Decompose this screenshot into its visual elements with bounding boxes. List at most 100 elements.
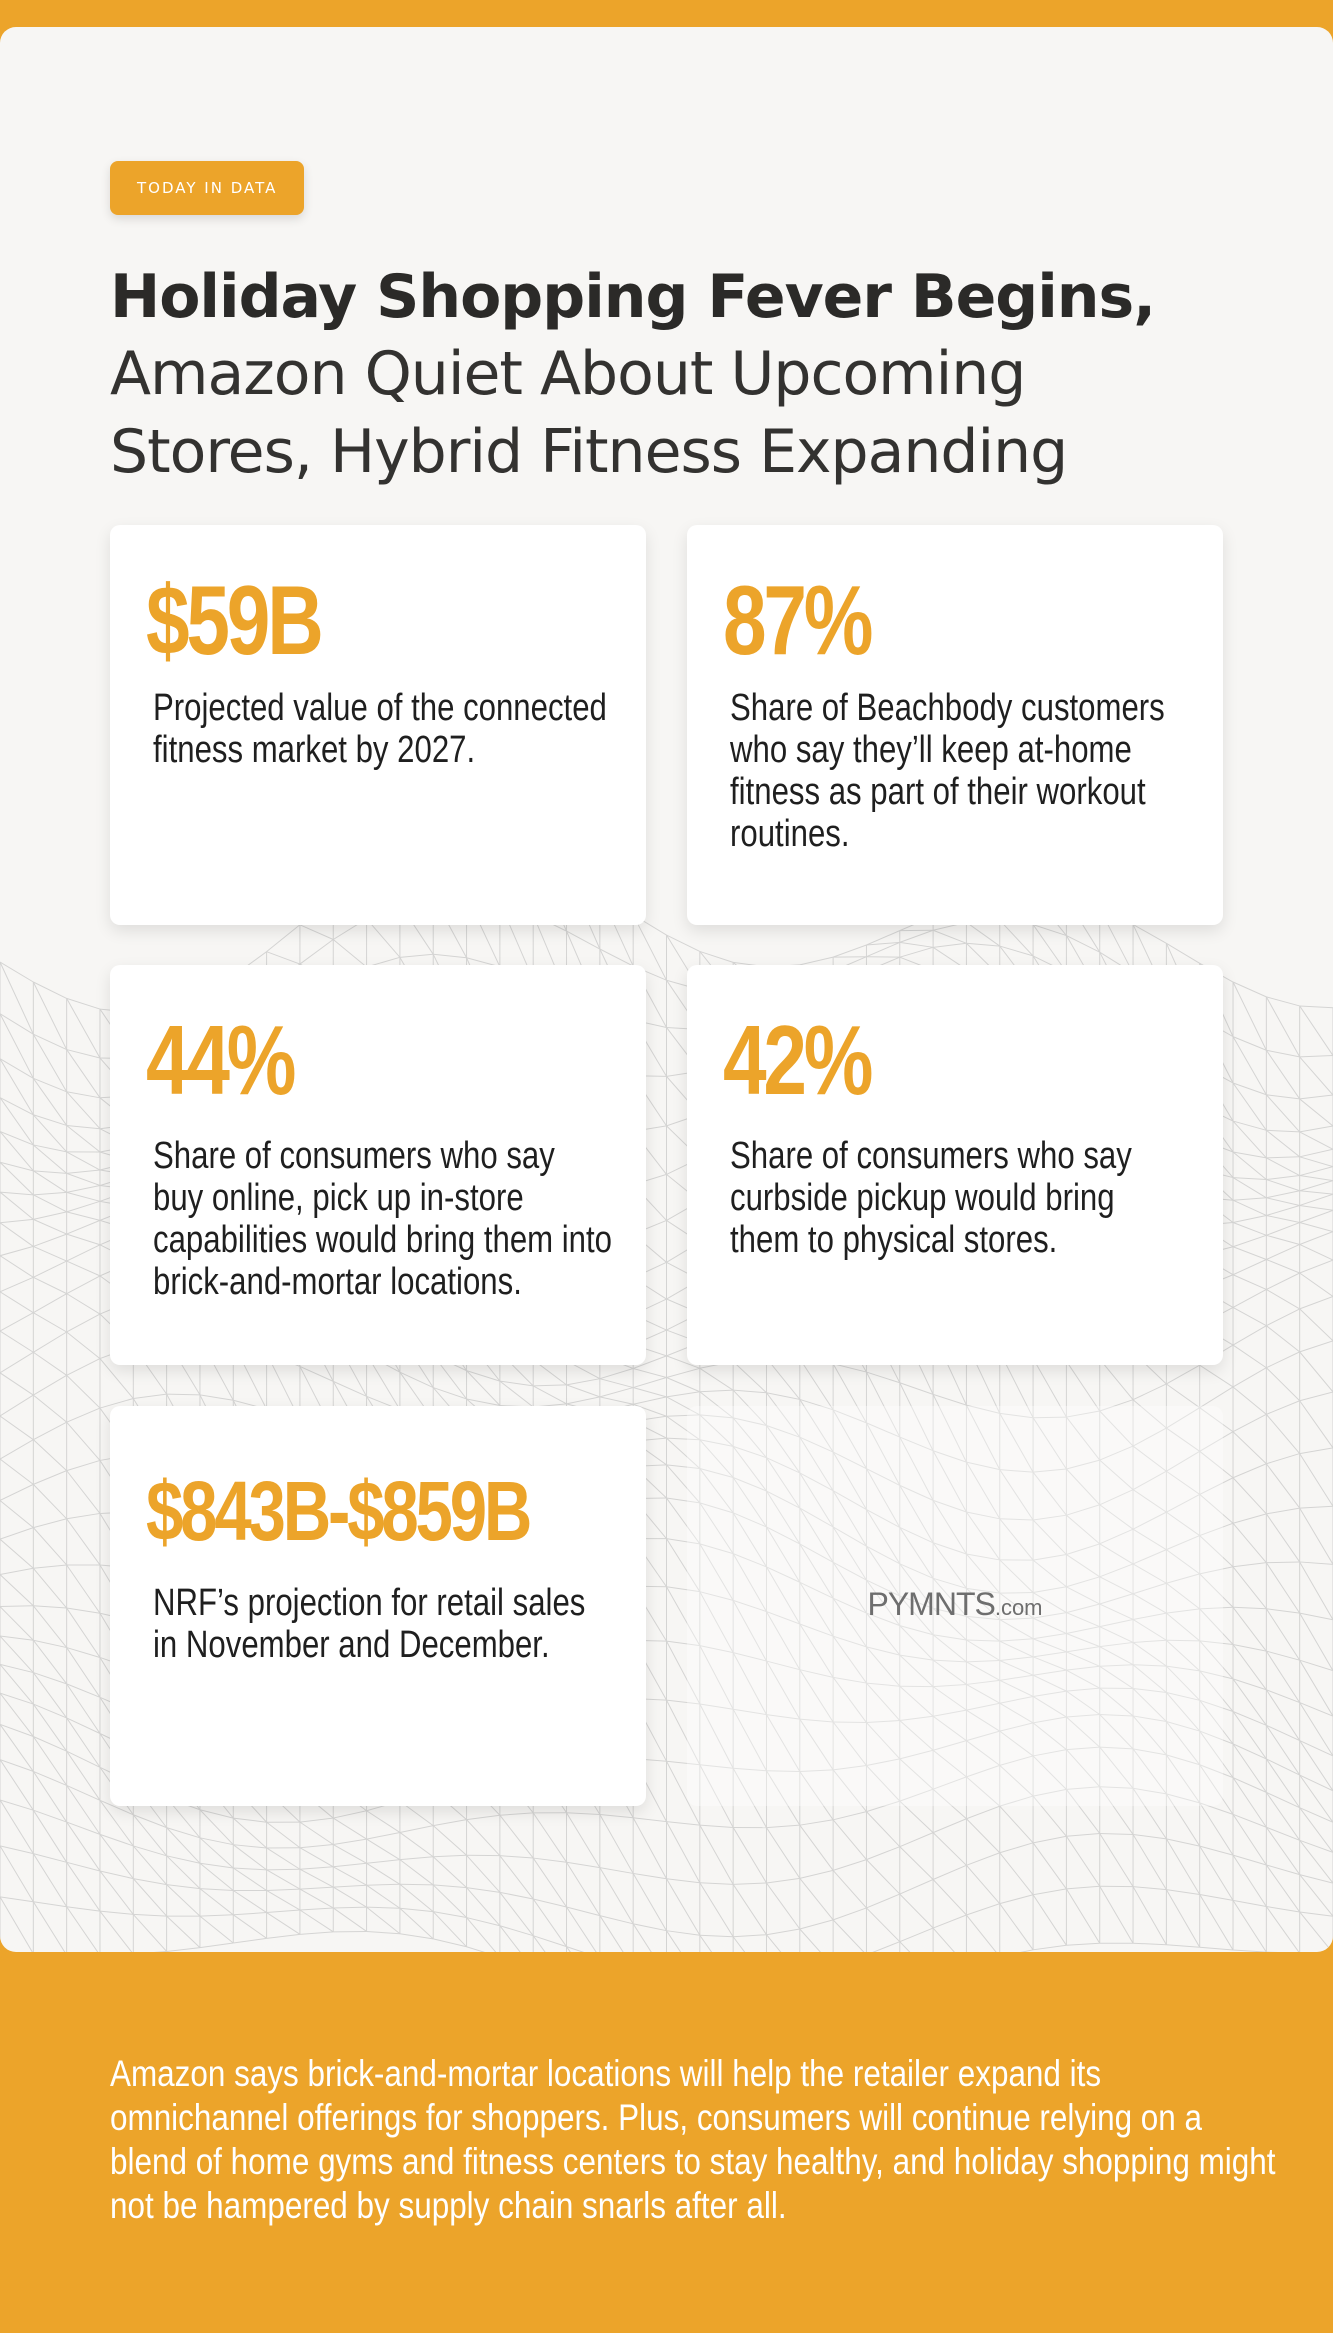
- mesh-line: [466, 1370, 501, 1406]
- mesh-line: [1299, 1911, 1333, 1917]
- mesh-line: [1232, 1644, 1267, 1652]
- mesh-line: [99, 1800, 134, 1847]
- mesh-line: [832, 1870, 867, 1909]
- mesh-line: [233, 1867, 267, 1871]
- mesh-line: [66, 1607, 101, 1658]
- mesh-line: [1132, 924, 1167, 944]
- mesh-line: [432, 1825, 467, 1856]
- mesh-line: [866, 941, 900, 946]
- mesh-line: [0, 1759, 34, 1811]
- mesh-line: [1166, 942, 1200, 964]
- mesh-line: [1299, 1874, 1333, 1917]
- mesh-line: [0, 1458, 34, 1485]
- mesh-line: [66, 1459, 101, 1472]
- mesh-line: [832, 1919, 865, 1952]
- mesh-line: [1232, 1777, 1267, 1828]
- mesh-line: [566, 1906, 597, 1952]
- mesh-line: [266, 1890, 301, 1911]
- mesh-line: [299, 1888, 334, 1909]
- mesh-line: [633, 1396, 667, 1405]
- mesh-line: [366, 1838, 401, 1861]
- mesh-line: [0, 961, 34, 1035]
- mesh-line: [699, 1934, 734, 1938]
- mesh-line: [532, 1898, 567, 1947]
- mesh-line: [1232, 1234, 1267, 1248]
- mesh-line: [1266, 1906, 1300, 1913]
- mesh-line: [599, 1867, 634, 1925]
- mesh-line: [1299, 1005, 1333, 1009]
- mesh-line: [66, 1750, 101, 1768]
- mesh-line: [399, 1859, 434, 1886]
- mesh-line: [1232, 1036, 1267, 1051]
- mesh-line: [1232, 1431, 1267, 1465]
- mesh-line: [966, 1852, 1000, 1866]
- mesh-line: [299, 1907, 334, 1911]
- today-in-data-badge: TODAY IN DATA: [110, 161, 305, 215]
- mesh-line: [566, 1946, 571, 1952]
- mesh-line: [1265, 1826, 1301, 1875]
- mesh-line: [233, 1817, 267, 1823]
- mesh-line: [0, 1245, 34, 1257]
- mesh-line: [66, 1518, 101, 1566]
- mesh-line: [599, 1915, 634, 1925]
- mesh-line: [1266, 1244, 1300, 1260]
- mesh-line: [932, 1864, 967, 1880]
- mesh-line: [866, 930, 900, 946]
- mesh-line: [1266, 1234, 1300, 1245]
- mesh-line: [399, 1907, 434, 1940]
- mesh-line: [0, 1013, 34, 1035]
- mesh-line: [1232, 981, 1267, 1051]
- mesh-line: [199, 1942, 234, 1949]
- mesh-line: [233, 1912, 267, 1916]
- mesh-line: [0, 1394, 34, 1417]
- mesh-line: [699, 1367, 734, 1391]
- title-light-line-1: Amazon Quiet About Upcoming: [110, 339, 1026, 409]
- mesh-line: [299, 1821, 334, 1845]
- mesh-line: [899, 1927, 934, 1943]
- mesh-line: [866, 1371, 900, 1384]
- mesh-line: [66, 1785, 101, 1835]
- mesh-line: [133, 1393, 167, 1400]
- mesh-line: [899, 1832, 934, 1848]
- mesh-line: [1232, 1307, 1267, 1327]
- mesh-line: [66, 997, 101, 1010]
- mesh-line: [666, 1367, 700, 1378]
- mesh-line: [1299, 1447, 1333, 1455]
- mesh-line: [699, 1934, 713, 1952]
- mesh-line: [1299, 1400, 1333, 1449]
- mesh-line: [266, 1909, 300, 1914]
- mesh-line: [566, 1946, 585, 1952]
- mesh-line: [1299, 1840, 1333, 1884]
- mesh-line: [66, 1607, 101, 1614]
- mesh-line: [1232, 1344, 1267, 1369]
- mesh-line: [666, 1821, 701, 1883]
- mesh-line: [33, 1194, 67, 1213]
- mesh-line: [33, 1672, 67, 1685]
- mesh-line: [33, 1605, 67, 1609]
- mesh-line: [566, 1861, 601, 1916]
- mesh-line: [1299, 1308, 1333, 1342]
- mesh-line: [1265, 1792, 1301, 1841]
- mesh-line: [1266, 1094, 1300, 1100]
- mesh-line: [766, 1928, 800, 1936]
- mesh-line: [32, 981, 68, 1050]
- mesh-line: [32, 1605, 68, 1648]
- stat-value: $843B-$859B: [146, 1464, 532, 1558]
- mesh-line: [699, 1824, 734, 1828]
- content-panel: TODAY IN DATA Holiday Shopping Fever Beg…: [0, 27, 1333, 1952]
- mesh-line: [1099, 1832, 1134, 1835]
- mesh-line: [766, 1934, 782, 1952]
- mesh-line: [899, 1382, 934, 1395]
- mesh-line: [0, 1058, 34, 1116]
- mesh-line: [499, 1855, 534, 1859]
- mesh-line: [299, 1866, 334, 1870]
- mesh-line: [32, 1484, 68, 1520]
- mesh-line: [1299, 1612, 1333, 1671]
- title-bold-line: Holiday Shopping Fever Begins,: [110, 262, 1156, 332]
- mesh-line: [399, 1856, 434, 1861]
- mesh-line: [1232, 1900, 1267, 1952]
- mesh-line: [599, 1867, 634, 1874]
- mesh-line: [33, 1351, 67, 1376]
- mesh-line: [299, 1844, 334, 1849]
- mesh-line: [33, 1736, 67, 1752]
